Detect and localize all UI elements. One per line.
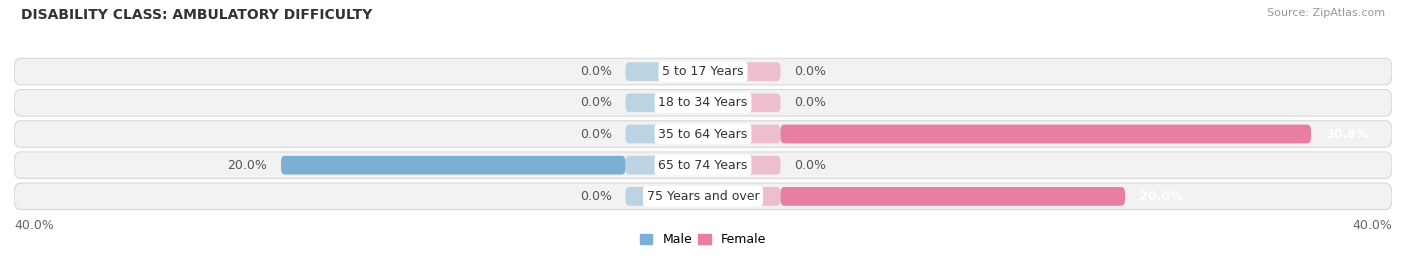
Text: 0.0%: 0.0%	[794, 96, 827, 109]
FancyBboxPatch shape	[626, 156, 703, 174]
FancyBboxPatch shape	[703, 125, 780, 143]
Text: 5 to 17 Years: 5 to 17 Years	[662, 65, 744, 78]
Text: 40.0%: 40.0%	[1353, 219, 1392, 232]
FancyBboxPatch shape	[626, 187, 703, 206]
FancyBboxPatch shape	[780, 125, 1310, 143]
Text: 75 Years and over: 75 Years and over	[647, 190, 759, 203]
FancyBboxPatch shape	[281, 156, 626, 174]
Text: Source: ZipAtlas.com: Source: ZipAtlas.com	[1267, 8, 1385, 18]
Text: 0.0%: 0.0%	[579, 128, 612, 140]
Text: 0.0%: 0.0%	[579, 65, 612, 78]
FancyBboxPatch shape	[626, 125, 703, 143]
Text: 20.0%: 20.0%	[1139, 190, 1182, 203]
FancyBboxPatch shape	[14, 183, 1392, 210]
Text: 0.0%: 0.0%	[794, 65, 827, 78]
Text: 20.0%: 20.0%	[228, 159, 267, 172]
Text: 18 to 34 Years: 18 to 34 Years	[658, 96, 748, 109]
FancyBboxPatch shape	[626, 94, 703, 112]
FancyBboxPatch shape	[703, 62, 780, 81]
Text: 35 to 64 Years: 35 to 64 Years	[658, 128, 748, 140]
Text: 40.0%: 40.0%	[14, 219, 53, 232]
FancyBboxPatch shape	[14, 121, 1392, 147]
FancyBboxPatch shape	[14, 90, 1392, 116]
FancyBboxPatch shape	[703, 94, 780, 112]
FancyBboxPatch shape	[14, 58, 1392, 85]
Text: 0.0%: 0.0%	[579, 96, 612, 109]
Text: 65 to 74 Years: 65 to 74 Years	[658, 159, 748, 172]
Text: DISABILITY CLASS: AMBULATORY DIFFICULTY: DISABILITY CLASS: AMBULATORY DIFFICULTY	[21, 8, 373, 22]
FancyBboxPatch shape	[703, 187, 780, 206]
FancyBboxPatch shape	[703, 156, 780, 174]
Text: 30.8%: 30.8%	[1324, 128, 1368, 140]
Legend: Male, Female: Male, Female	[636, 228, 770, 251]
Text: 0.0%: 0.0%	[794, 159, 827, 172]
FancyBboxPatch shape	[14, 152, 1392, 178]
FancyBboxPatch shape	[780, 187, 1125, 206]
Text: 0.0%: 0.0%	[579, 190, 612, 203]
FancyBboxPatch shape	[626, 62, 703, 81]
